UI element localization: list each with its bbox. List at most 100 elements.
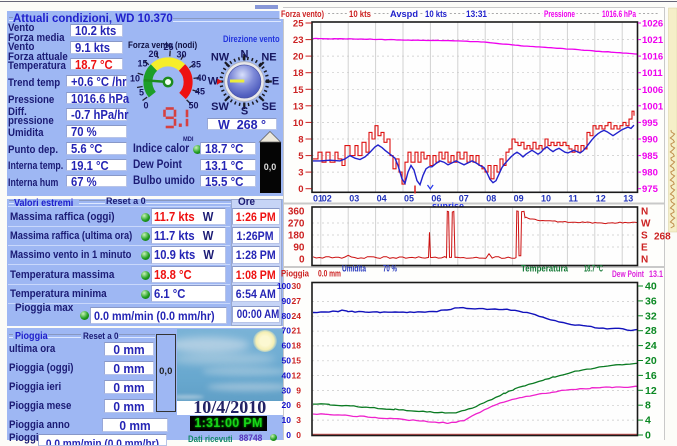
svg-text:1016: 1016 [642, 52, 663, 63]
svg-text:180: 180 [288, 231, 305, 242]
svg-text:18: 18 [293, 68, 304, 79]
svg-text:13: 13 [293, 101, 304, 112]
svg-text:5: 5 [139, 88, 144, 98]
svg-text:20: 20 [645, 355, 657, 367]
svg-text:15: 15 [137, 59, 147, 69]
svg-text:40: 40 [196, 73, 206, 83]
svg-text:980: 980 [642, 168, 658, 179]
svg-text:12: 12 [645, 385, 657, 397]
svg-text:30: 30 [176, 50, 186, 60]
svg-text:13: 13 [623, 194, 633, 204]
svg-text:50: 50 [282, 356, 292, 366]
svg-text:8: 8 [645, 400, 651, 412]
svg-text:50: 50 [188, 101, 198, 111]
svg-text:SE: SE [262, 101, 277, 113]
svg-text:Pressione: Pressione [544, 9, 575, 20]
svg-text:0: 0 [298, 184, 303, 195]
svg-text:1021: 1021 [642, 35, 664, 46]
svg-text:20: 20 [282, 400, 292, 410]
svg-text:45: 45 [195, 87, 205, 97]
svg-text:13.1: 13.1 [649, 269, 664, 280]
svg-text:10 kts: 10 kts [425, 9, 447, 20]
svg-text:10: 10 [293, 118, 304, 129]
svg-text:32: 32 [645, 310, 657, 322]
svg-text:25: 25 [293, 19, 304, 30]
svg-text:N: N [641, 207, 648, 218]
svg-text:N: N [241, 49, 249, 61]
svg-text:10 kts: 10 kts [349, 9, 371, 20]
svg-text:S: S [241, 106, 248, 118]
svg-text:N: N [641, 255, 648, 266]
svg-text:13:31: 13:31 [466, 9, 488, 20]
svg-text:0: 0 [143, 101, 148, 111]
svg-text:20: 20 [148, 49, 158, 59]
svg-text:20: 20 [293, 52, 304, 63]
svg-text:70: 70 [282, 326, 292, 336]
svg-text:27: 27 [292, 296, 302, 306]
svg-text:25: 25 [163, 42, 173, 52]
svg-text:Pioggia: Pioggia [281, 269, 310, 280]
svg-text:40: 40 [282, 370, 292, 380]
svg-text:Umidita: Umidita [342, 264, 366, 275]
svg-text:18: 18 [292, 341, 302, 351]
svg-text:Temperatura: Temperatura [521, 264, 569, 275]
svg-text:SW: SW [211, 101, 229, 113]
svg-text:21: 21 [292, 326, 302, 336]
svg-text:0: 0 [286, 430, 291, 440]
svg-text:NW: NW [211, 52, 230, 64]
svg-text:05: 05 [404, 194, 414, 204]
svg-text:1006: 1006 [642, 85, 663, 96]
svg-text:1026: 1026 [642, 19, 663, 30]
svg-text:11: 11 [568, 194, 578, 204]
svg-text:10: 10 [130, 74, 140, 84]
svg-text:S: S [641, 231, 648, 242]
svg-text:975: 975 [642, 184, 659, 195]
svg-text:3: 3 [296, 415, 301, 425]
svg-text:40: 40 [645, 281, 657, 293]
svg-text:NE: NE [261, 52, 276, 64]
svg-text:04: 04 [377, 194, 387, 204]
svg-text:02: 02 [322, 194, 332, 204]
svg-text:0: 0 [296, 430, 301, 440]
svg-text:995: 995 [642, 118, 659, 129]
svg-text:5: 5 [298, 151, 304, 162]
svg-text:0.0 mm: 0.0 mm [318, 269, 341, 280]
svg-text:8: 8 [298, 135, 303, 146]
svg-text:0: 0 [645, 430, 651, 441]
svg-text:6: 6 [296, 400, 301, 410]
svg-text:Avspd: Avspd [390, 9, 418, 20]
svg-text:4: 4 [645, 415, 651, 427]
svg-text:24: 24 [645, 340, 657, 352]
svg-text:24: 24 [292, 311, 302, 321]
svg-text:90: 90 [293, 243, 305, 254]
svg-text:268: 268 [654, 232, 671, 243]
svg-text:18.7 °C: 18.7 °C [584, 264, 603, 275]
svg-text:1001: 1001 [642, 101, 664, 112]
svg-text:1016.6 hPa: 1016.6 hPa [602, 9, 636, 20]
svg-text:3: 3 [298, 168, 303, 179]
svg-text:30: 30 [292, 281, 302, 291]
svg-text:15: 15 [292, 356, 302, 366]
svg-text:12: 12 [292, 370, 302, 380]
svg-text:28: 28 [645, 325, 657, 337]
svg-text:09: 09 [514, 194, 524, 204]
svg-text:1011: 1011 [642, 68, 663, 79]
svg-text:W: W [641, 219, 651, 230]
svg-text:16: 16 [645, 370, 657, 382]
svg-text:08: 08 [486, 194, 496, 204]
svg-text:70 %: 70 % [383, 264, 397, 275]
svg-text:E: E [272, 76, 279, 88]
svg-text:9: 9 [296, 385, 301, 395]
svg-text:80: 80 [282, 311, 292, 321]
svg-text:90: 90 [282, 296, 292, 306]
svg-text:W: W [208, 76, 219, 88]
svg-text:10: 10 [282, 415, 292, 425]
svg-text:60: 60 [282, 341, 292, 351]
svg-text:100: 100 [277, 281, 291, 291]
svg-text:990: 990 [642, 135, 658, 146]
svg-text:23: 23 [293, 35, 304, 46]
svg-text:Dew Point: Dew Point [612, 269, 645, 280]
svg-text:12: 12 [596, 194, 606, 204]
svg-text:15: 15 [293, 85, 304, 96]
svg-text:03: 03 [349, 194, 359, 204]
